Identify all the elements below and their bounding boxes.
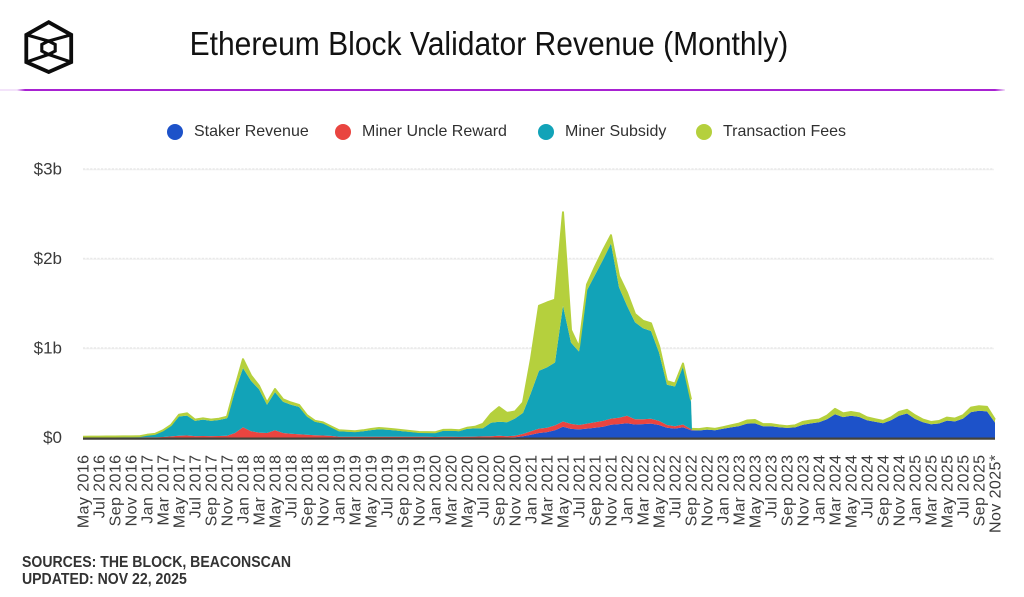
svg-text:Sep 2020: Sep 2020 (492, 455, 509, 527)
svg-text:Jul 2023: Jul 2023 (764, 455, 781, 519)
svg-text:Sep 2025: Sep 2025 (972, 455, 989, 527)
svg-text:Jan 2024: Jan 2024 (812, 455, 829, 524)
svg-text:Mar 2019: Mar 2019 (348, 455, 365, 526)
svg-text:Mar 2023: Mar 2023 (732, 455, 749, 526)
svg-text:May 2020: May 2020 (460, 455, 477, 529)
svg-text:Jan 2023: Jan 2023 (716, 455, 733, 524)
svg-text:Jul 2018: Jul 2018 (284, 455, 301, 519)
svg-text:Jul 2025: Jul 2025 (956, 455, 973, 519)
svg-text:Sep 2019: Sep 2019 (396, 455, 413, 527)
svg-text:May 2016: May 2016 (76, 455, 93, 529)
svg-text:Nov 2018: Nov 2018 (316, 455, 333, 527)
svg-text:Jan 2017: Jan 2017 (140, 455, 157, 524)
svg-text:Nov 2025*: Nov 2025* (988, 455, 1005, 534)
svg-text:Sep 2018: Sep 2018 (300, 455, 317, 527)
svg-text:May 2019: May 2019 (364, 455, 381, 529)
svg-text:Nov 2024: Nov 2024 (892, 455, 909, 527)
svg-text:Jul 2017: Jul 2017 (188, 455, 205, 519)
svg-text:Jan 2020: Jan 2020 (428, 455, 445, 524)
svg-text:Mar 2017: Mar 2017 (156, 455, 173, 526)
svg-text:Sep 2022: Sep 2022 (684, 455, 701, 527)
svg-text:Jul 2016: Jul 2016 (92, 455, 109, 519)
svg-text:May 2017: May 2017 (172, 455, 189, 529)
svg-text:Jul 2022: Jul 2022 (668, 455, 685, 519)
svg-text:May 2024: May 2024 (844, 455, 861, 529)
svg-text:$2b: $2b (34, 249, 62, 268)
svg-text:$3b: $3b (34, 160, 62, 179)
svg-text:Sep 2017: Sep 2017 (204, 455, 221, 527)
svg-text:$0: $0 (43, 428, 62, 447)
svg-text:Jan 2019: Jan 2019 (332, 455, 349, 524)
svg-text:Nov 2019: Nov 2019 (412, 455, 429, 527)
svg-text:Jan 2025: Jan 2025 (908, 455, 925, 524)
svg-text:Nov 2020: Nov 2020 (508, 455, 525, 527)
svg-text:Jul 2020: Jul 2020 (476, 455, 493, 519)
svg-text:Mar 2020: Mar 2020 (444, 455, 461, 526)
svg-text:Nov 2017: Nov 2017 (220, 455, 237, 527)
svg-text:May 2021: May 2021 (556, 455, 573, 529)
svg-text:Nov 2021: Nov 2021 (604, 455, 621, 527)
svg-text:Jul 2024: Jul 2024 (860, 455, 877, 519)
svg-text:Jan 2018: Jan 2018 (236, 455, 253, 524)
svg-text:Jul 2019: Jul 2019 (380, 455, 397, 519)
svg-text:Mar 2018: Mar 2018 (252, 455, 269, 526)
svg-text:Sep 2023: Sep 2023 (780, 455, 797, 527)
svg-text:Sep 2021: Sep 2021 (588, 455, 605, 527)
svg-text:Jul 2021: Jul 2021 (572, 455, 589, 519)
svg-text:Nov 2022: Nov 2022 (700, 455, 717, 527)
svg-text:May 2023: May 2023 (748, 455, 765, 529)
svg-text:Mar 2024: Mar 2024 (828, 455, 845, 526)
svg-text:May 2025: May 2025 (940, 455, 957, 529)
svg-text:Jan 2021: Jan 2021 (524, 455, 541, 524)
svg-text:Sep 2024: Sep 2024 (876, 455, 893, 527)
svg-text:May 2018: May 2018 (268, 455, 285, 529)
svg-text:$1b: $1b (34, 339, 62, 358)
svg-text:Nov 2023: Nov 2023 (796, 455, 813, 527)
svg-text:Mar 2022: Mar 2022 (636, 455, 653, 526)
svg-text:Jan 2022: Jan 2022 (620, 455, 637, 524)
svg-text:May 2022: May 2022 (652, 455, 669, 529)
svg-text:Mar 2021: Mar 2021 (540, 455, 557, 526)
svg-text:Sep 2016: Sep 2016 (108, 455, 125, 527)
svg-text:Mar 2025: Mar 2025 (924, 455, 941, 526)
svg-text:Nov 2016: Nov 2016 (124, 455, 141, 527)
